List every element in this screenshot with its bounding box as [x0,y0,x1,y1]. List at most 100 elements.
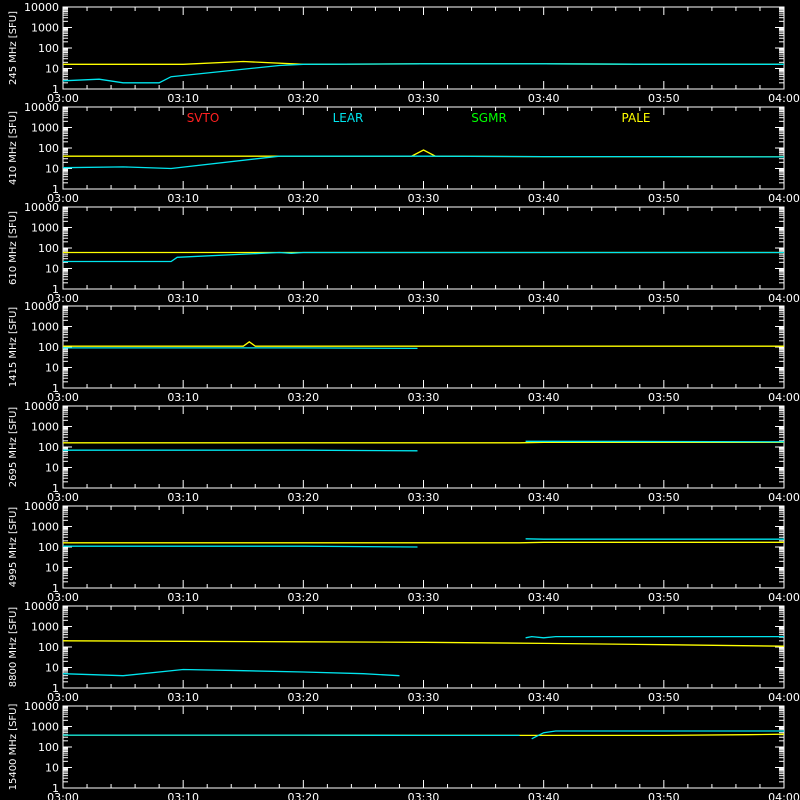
x-tick-label: 03:40 [528,791,560,800]
series-line-pale [63,441,784,444]
x-tick-label: 03:50 [648,791,680,800]
y-axis-label: 8800 MHz [SFU] [8,607,19,688]
y-tick-label: 10 [45,462,59,475]
panel-1: 1 10 100 1000 10000 03:00 03:10 03:20 03:30 03:40… [8,1,800,105]
y-tick-label: 100 [38,42,59,55]
x-tick-label: 03:00 [47,192,79,205]
panel-8: 1 10 100 1000 10000 03:00 03:10 03:20 03:30 03:40… [8,700,800,800]
y-tick-label: 1000 [31,22,59,35]
y-tick-label: 10000 [24,101,59,114]
x-tick-label: 03:20 [287,691,319,704]
y-tick-label: 10000 [24,400,59,413]
y-axis-label: 15400 MHz [SFU] [8,704,19,791]
y-tick-label: 1000 [31,621,59,634]
x-tick-label: 03:20 [287,491,319,504]
y-tick-label: 100 [38,142,59,155]
x-tick-label: 03:30 [408,591,440,604]
y-tick-label: 1 [52,283,59,296]
y-axis-label: 4995 MHz [SFU] [8,507,19,588]
legend-entry: LEAR [333,111,364,125]
legend-entry: SGMR [471,111,507,125]
panel-frame [62,705,785,789]
y-tick-label: 1 [52,183,59,196]
y-tick-label: 10000 [24,201,59,214]
x-tick-label: 03:10 [167,391,199,404]
series-line-lear [63,347,418,350]
panel-frame [62,405,785,489]
y-tick-label: 10000 [24,1,59,14]
panel-frame [62,206,785,290]
x-tick-label: 03:30 [408,192,440,205]
x-tick-label: 03:00 [47,491,79,504]
panel-7: 1 10 100 1000 10000 03:00 03:10 03:20 03:30 03:40… [8,600,800,704]
x-tick-label: 03:20 [287,591,319,604]
x-tick-label: 03:30 [408,791,440,800]
x-tick-label: 03:20 [287,292,319,305]
series-line-lear [525,635,784,639]
x-tick-label: 03:10 [167,92,199,105]
series-line-lear [62,668,400,677]
x-tick-label: 03:50 [648,92,680,105]
y-tick-label: 1 [52,83,59,96]
y-axis-label: 610 MHz [SFU] [8,211,19,285]
x-tick-label: 03:30 [408,391,440,404]
series-line-pale [63,340,784,347]
x-tick-label: 03:40 [528,192,560,205]
x-tick-label: 03:50 [648,192,680,205]
x-tick-label: 03:20 [287,391,319,404]
x-tick-label: 03:10 [167,791,199,800]
x-tick-label: 03:00 [47,691,79,704]
y-tick-label: 10 [45,662,59,675]
x-tick-label: 03:50 [648,591,680,604]
y-tick-label: 10 [45,562,59,575]
series-line-lear [525,440,785,443]
y-tick-label: 100 [38,541,59,554]
x-tick-label: 04:00 [768,691,800,704]
x-tick-label: 03:10 [167,292,199,305]
y-axis-label: 1415 MHz [SFU] [8,307,19,388]
y-tick-label: 1 [52,482,59,495]
x-tick-label: 03:40 [528,292,560,305]
x-tick-label: 03:40 [528,491,560,504]
x-tick-label: 03:00 [47,591,79,604]
panel-3: 1 10 100 1000 10000 03:00 03:10 03:20 03:30 03:40… [8,201,800,305]
panel-frame [62,305,785,389]
y-tick-label: 100 [38,242,59,255]
x-tick-label: 04:00 [768,791,800,800]
y-axis-label: 410 MHz [SFU] [8,111,19,185]
panel-frame [62,106,785,190]
x-tick-label: 03:10 [167,591,199,604]
panel-5: 1 10 100 1000 10000 03:00 03:10 03:20 03:30 03:40… [8,400,800,504]
y-tick-label: 1000 [31,521,59,534]
y-axis-label: 245 MHz [SFU] [8,11,19,85]
series-line-pale [62,640,785,647]
panel-6: 1 10 100 1000 10000 03:00 03:10 03:20 03:30 03:40… [8,500,800,604]
legend-entry: PALE [622,111,651,125]
series-line-lear [63,449,418,452]
x-tick-label: 03:00 [47,292,79,305]
series-line-lear [62,63,784,84]
x-tick-label: 04:00 [768,491,800,504]
y-tick-label: 10 [45,362,59,375]
x-tick-label: 03:50 [648,292,680,305]
x-tick-label: 03:40 [528,92,560,105]
y-tick-label: 1 [52,682,59,695]
x-tick-label: 03:40 [528,391,560,404]
y-tick-label: 1 [52,382,59,395]
x-tick-label: 03:30 [408,292,440,305]
x-tick-label: 03:10 [167,192,199,205]
y-tick-label: 100 [38,441,59,454]
x-tick-label: 03:50 [648,491,680,504]
x-tick-label: 03:00 [47,791,79,800]
y-tick-label: 100 [38,641,59,654]
panel-frame [62,605,785,689]
x-tick-label: 04:00 [768,92,800,105]
y-tick-label: 100 [38,741,59,754]
y-tick-label: 100 [38,341,59,354]
x-tick-label: 03:00 [47,391,79,404]
y-tick-label: 1000 [31,321,59,334]
y-tick-label: 1000 [31,122,59,135]
x-tick-label: 03:30 [408,491,440,504]
x-tick-label: 03:10 [167,491,199,504]
